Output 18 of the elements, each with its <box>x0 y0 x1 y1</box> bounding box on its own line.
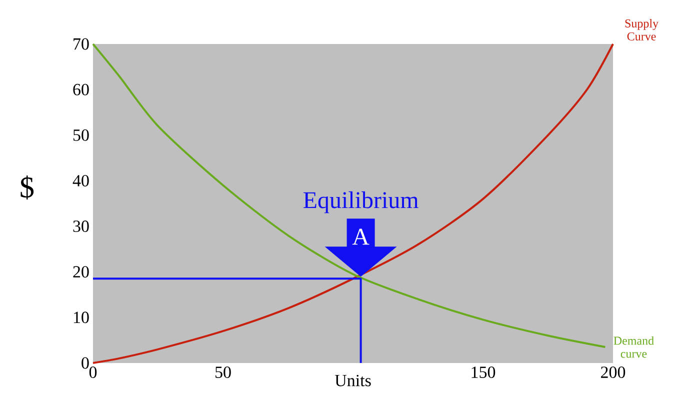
y-tick-label: 30 <box>73 220 89 232</box>
y-tick-label: 70 <box>74 38 89 50</box>
y-tick-label: 0 <box>82 357 89 369</box>
y-tick-label: 20 <box>73 266 89 278</box>
y-tick-label: 10 <box>74 312 89 324</box>
x-tick-label: 150 <box>472 366 496 378</box>
y-tick-label: 40 <box>72 174 89 186</box>
x-tick-label: 0 <box>89 366 97 378</box>
annotation: Equilibrium <box>304 191 418 214</box>
x-tick-label: 200 <box>601 366 626 378</box>
annotation: A <box>352 228 370 245</box>
series-label: Supply Curve <box>625 19 658 40</box>
y-tick-label: 60 <box>73 84 89 96</box>
y-tick-label: 50 <box>73 129 89 141</box>
y-axis-title: $ <box>20 176 34 200</box>
x-tick-label: 50 <box>215 366 231 378</box>
x-axis-title: Units <box>334 374 371 386</box>
series-label: Demand curve <box>614 336 654 358</box>
